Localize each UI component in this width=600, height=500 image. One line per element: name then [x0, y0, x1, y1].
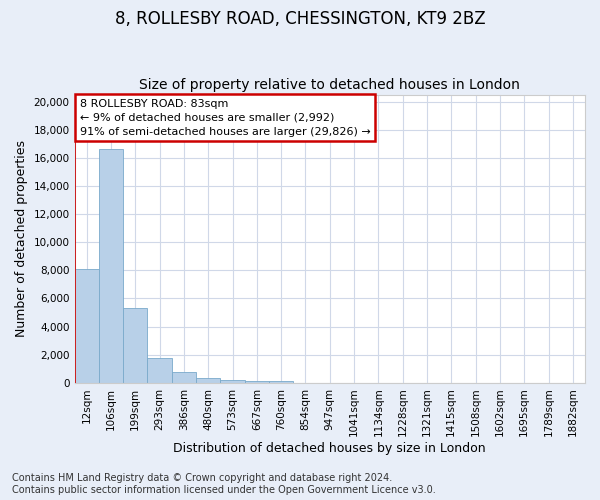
- Text: Contains HM Land Registry data © Crown copyright and database right 2024.
Contai: Contains HM Land Registry data © Crown c…: [12, 474, 436, 495]
- Bar: [99, 150, 123, 383]
- Bar: [196, 378, 220, 383]
- Title: Size of property relative to detached houses in London: Size of property relative to detached ho…: [139, 78, 520, 92]
- Bar: [245, 380, 269, 383]
- X-axis label: Distribution of detached houses by size in London: Distribution of detached houses by size …: [173, 442, 486, 455]
- Bar: [269, 381, 293, 383]
- Y-axis label: Number of detached properties: Number of detached properties: [15, 140, 28, 337]
- Bar: [172, 372, 196, 383]
- Bar: [148, 358, 172, 383]
- Text: 8 ROLLESBY ROAD: 83sqm
← 9% of detached houses are smaller (2,992)
91% of semi-d: 8 ROLLESBY ROAD: 83sqm ← 9% of detached …: [80, 99, 370, 137]
- Bar: [220, 380, 245, 383]
- Bar: [123, 308, 148, 383]
- Text: 8, ROLLESBY ROAD, CHESSINGTON, KT9 2BZ: 8, ROLLESBY ROAD, CHESSINGTON, KT9 2BZ: [115, 10, 485, 28]
- Bar: [74, 269, 99, 383]
